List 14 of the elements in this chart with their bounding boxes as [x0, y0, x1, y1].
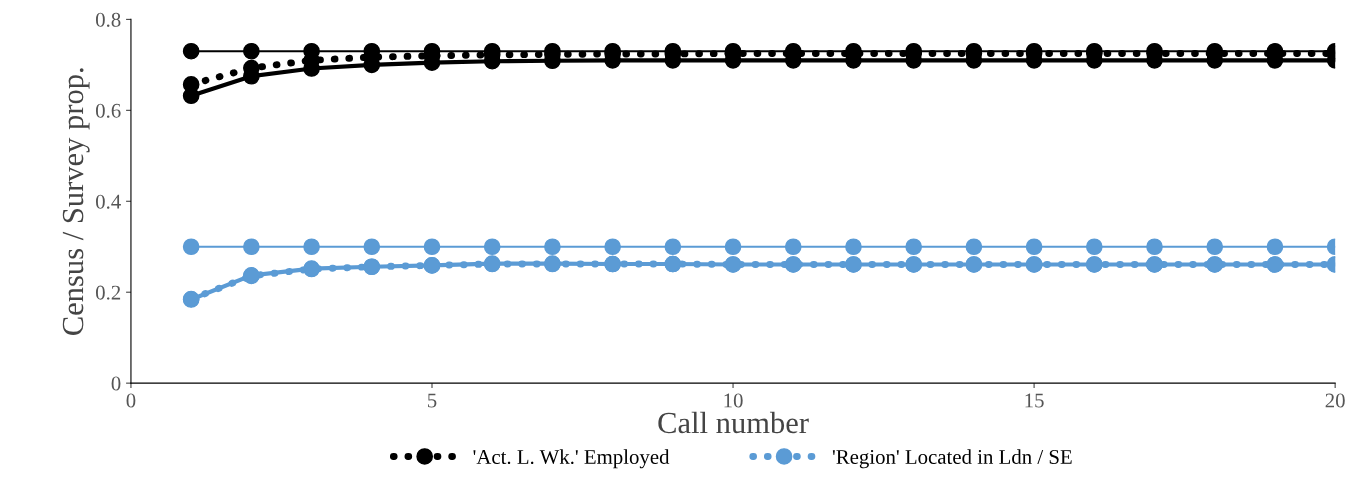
y-axis-title: Census / Survey prop. [62, 68, 90, 335]
x-tick-label: 20 [1325, 393, 1345, 408]
x-axis-title: Call number [658, 411, 809, 434]
x-tick-label: 5 [428, 393, 437, 408]
y-tick-label: 0.4 [95, 194, 121, 209]
x-tick-label: 10 [724, 393, 743, 408]
x-tick-label: 0 [126, 393, 136, 408]
y-tick-label: 0.6 [95, 103, 121, 118]
y-tick-label: 0.2 [95, 285, 121, 300]
x-tick-label: 15 [1025, 393, 1044, 408]
legend-label: 'Act. L. Wk.' Employed [473, 449, 670, 469]
y-tick-label: 0.8 [95, 12, 121, 27]
y-tick-label: 0 [111, 376, 121, 391]
legend-label: 'Region' Located in Ldn / SE [832, 449, 1072, 469]
